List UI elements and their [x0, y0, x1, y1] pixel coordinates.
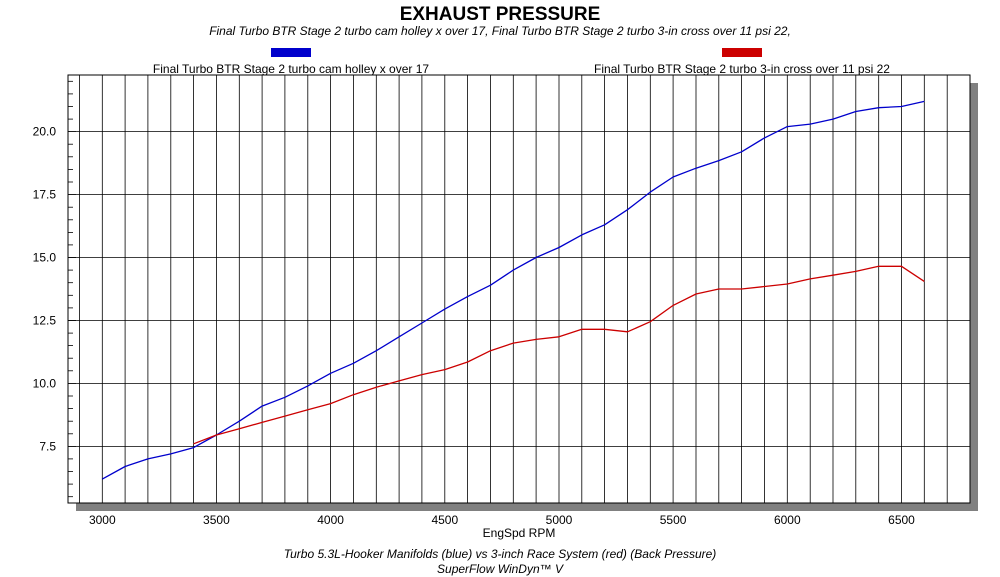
x-tick-label: 6500	[888, 513, 915, 527]
x-tick-labels: 3000 3500 4000 4500 5000 5500 6000 6500	[89, 513, 915, 527]
x-tick-label: 4500	[431, 513, 458, 527]
x-tick-label: 5000	[546, 513, 573, 527]
footer-software: SuperFlow WinDyn™ V	[437, 562, 564, 576]
legend-swatch-series-2	[722, 48, 762, 57]
x-tick-label: 4000	[317, 513, 344, 527]
x-tick-label: 5500	[660, 513, 687, 527]
legend-label-series-2: Final Turbo BTR Stage 2 turbo 3-in cross…	[594, 62, 890, 76]
x-tick-label: 3000	[89, 513, 116, 527]
y-tick-labels: 7.5 10.0 12.5 15.0 17.5 20.0	[33, 125, 57, 454]
x-axis-label: EngSpd RPM	[483, 526, 556, 540]
minor-ticks	[68, 80, 76, 498]
chart-title: EXHAUST PRESSURE	[400, 4, 601, 25]
y-tick-label: 10.0	[33, 376, 57, 390]
legend-label-series-1: Final Turbo BTR Stage 2 turbo cam holley…	[153, 62, 429, 76]
series-line-2	[193, 265, 925, 445]
series-line-1	[101, 100, 925, 480]
grid	[68, 75, 970, 503]
legend-swatch-series-1	[271, 48, 311, 57]
x-tick-label: 3500	[203, 513, 230, 527]
y-tick-label: 7.5	[39, 439, 56, 453]
y-tick-label: 12.5	[33, 314, 57, 328]
chart-subtitle: Final Turbo BTR Stage 2 turbo cam holley…	[209, 24, 791, 38]
plot-area	[67, 74, 971, 504]
footer-caption: Turbo 5.3L-Hooker Manifolds (blue) vs 3-…	[284, 547, 717, 561]
y-tick-label: 15.0	[33, 251, 57, 265]
y-tick-label: 20.0	[33, 125, 57, 139]
x-tick-label: 6000	[774, 513, 801, 527]
y-tick-label: 17.5	[33, 188, 57, 202]
series-lines	[101, 100, 925, 480]
